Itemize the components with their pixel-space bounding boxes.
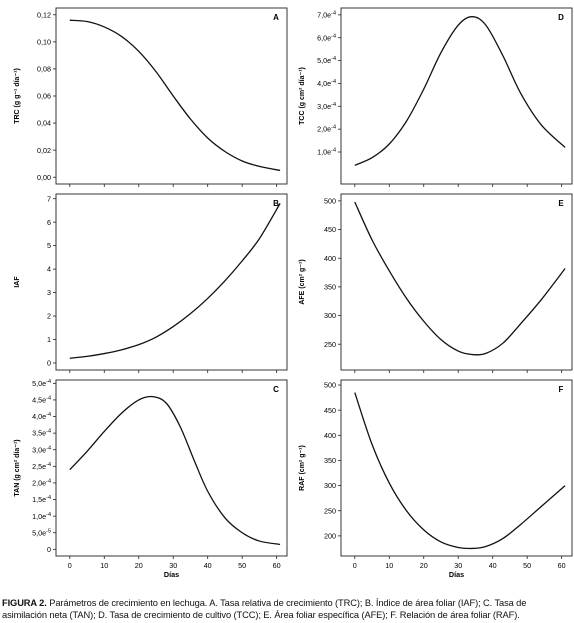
y-tick-label: 7 bbox=[47, 194, 51, 203]
figure-caption: FIGURA 2. Parámetros de crecimiento en l… bbox=[2, 597, 572, 621]
y-tick-label: 1,5e-4 bbox=[32, 495, 51, 504]
y-axis-label: TCC (g cm² día⁻¹) bbox=[299, 67, 306, 125]
y-tick-label: 450 bbox=[324, 406, 336, 415]
x-tick-label: 0 bbox=[68, 561, 72, 570]
y-tick-label: 350 bbox=[324, 282, 336, 291]
y-tick-label: 200 bbox=[324, 531, 336, 540]
series-line bbox=[69, 395, 281, 546]
x-tick-label: 60 bbox=[558, 561, 566, 570]
y-tick-label: 0,00 bbox=[37, 173, 51, 182]
y-tick-label: 7,0e-4 bbox=[317, 10, 336, 19]
y-tick-label: 6,0e-4 bbox=[317, 33, 336, 42]
figure: A 0,00 0,02 0,04 0,06 0,08 0,10 0,12 TRC (g g⁻¹ … bbox=[14, 7, 573, 579]
y-tick-label: 6 bbox=[47, 218, 51, 227]
panel-D: D 1,0e-4 2,0e-4 3,0e-4 4,0e-4 5,0e-4 6,0e-4 7,0… bbox=[299, 7, 573, 187]
panel-frame bbox=[55, 193, 288, 371]
x-tick-label: 60 bbox=[273, 561, 281, 570]
y-tick-label: 2 bbox=[47, 312, 51, 321]
y-tick-label: 250 bbox=[324, 506, 336, 515]
panel-letter: D bbox=[558, 13, 564, 22]
y-tick-label: 0,06 bbox=[37, 92, 51, 101]
y-axis-label: RAF (cm² g⁻¹) bbox=[299, 445, 306, 491]
x-axis-label: Días bbox=[449, 570, 464, 579]
series-line bbox=[69, 203, 281, 359]
y-tick-label: 0 bbox=[47, 545, 51, 554]
y-tick-label: 4 bbox=[47, 265, 51, 274]
panel-letter: B bbox=[273, 199, 279, 208]
y-tick-label: 0,04 bbox=[37, 119, 51, 128]
y-tick-label: 250 bbox=[324, 340, 336, 349]
y-tick-label: 4,0e-4 bbox=[32, 412, 51, 421]
y-tick-label: 4,0e-4 bbox=[317, 79, 336, 88]
y-tick-label: 3,5e-4 bbox=[32, 429, 51, 438]
y-tick-label: 2,0e-4 bbox=[317, 125, 336, 134]
y-tick-label: 500 bbox=[324, 196, 336, 205]
panel-letter: C bbox=[273, 385, 279, 394]
panel-frame bbox=[340, 193, 573, 371]
y-tick-label: 4,5e-4 bbox=[32, 396, 51, 405]
panel-F: F 200 250 300 350 400 450 500 0 10 20 30 40 50 60 RAF (… bbox=[299, 379, 573, 579]
panel-C: C 0 5,0e-5 1,0e-4 1,5e-4 2,0e-4 2,5e-4 3,0e-4 3,… bbox=[14, 379, 288, 579]
x-tick-label: 40 bbox=[204, 561, 212, 570]
y-tick-label: 0 bbox=[47, 359, 51, 368]
panel-frame bbox=[55, 7, 288, 185]
series-line bbox=[354, 201, 566, 356]
y-tick-label: 1,0e-4 bbox=[32, 512, 51, 521]
x-tick-label: 10 bbox=[100, 561, 108, 570]
x-tick-label: 20 bbox=[135, 561, 143, 570]
x-tick-label: 30 bbox=[169, 561, 177, 570]
x-tick-label: 20 bbox=[420, 561, 428, 570]
panel-frame bbox=[55, 379, 288, 557]
y-tick-label: 500 bbox=[324, 381, 336, 390]
x-tick-label: 50 bbox=[238, 561, 246, 570]
panel-letter: F bbox=[559, 385, 564, 394]
panel-letter: A bbox=[273, 13, 279, 22]
y-tick-label: 0,12 bbox=[37, 10, 51, 19]
panel-A: A 0,00 0,02 0,04 0,06 0,08 0,10 0,12 TRC (g g⁻¹ … bbox=[14, 7, 288, 187]
x-tick-label: 40 bbox=[489, 561, 497, 570]
y-tick-label: 300 bbox=[324, 481, 336, 490]
y-tick-label: 5,0e-5 bbox=[32, 528, 51, 537]
panel-B: B 0 1 2 3 4 5 6 7 IAF bbox=[14, 193, 288, 373]
x-tick-label: 50 bbox=[523, 561, 531, 570]
panel-letter: E bbox=[558, 199, 564, 208]
y-tick-label: 2,0e-4 bbox=[32, 479, 51, 488]
y-tick-label: 5 bbox=[47, 241, 51, 250]
y-tick-label: 400 bbox=[324, 254, 336, 263]
x-tick-label: 10 bbox=[385, 561, 393, 570]
y-tick-label: 400 bbox=[324, 431, 336, 440]
y-tick-label: 450 bbox=[324, 225, 336, 234]
series-line bbox=[354, 16, 566, 166]
y-axis-label: TRC (g g⁻¹ día⁻¹) bbox=[14, 68, 21, 124]
series-line bbox=[69, 19, 281, 172]
y-tick-label: 350 bbox=[324, 456, 336, 465]
y-tick-label: 1,0e-4 bbox=[317, 148, 336, 157]
chart-canvas: A 0,00 0,02 0,04 0,06 0,08 0,10 0,12 TRC (g g⁻¹ … bbox=[14, 7, 573, 579]
y-axis-label: TAN (g cm² día⁻¹) bbox=[14, 439, 21, 496]
panel-frame bbox=[340, 7, 573, 185]
series-line bbox=[354, 392, 566, 550]
y-tick-label: 5,0e-4 bbox=[317, 56, 336, 65]
y-tick-label: 3,0e-4 bbox=[32, 445, 51, 454]
y-tick-label: 2,5e-4 bbox=[32, 462, 51, 471]
y-axis-label: AFE (cm² g⁻¹) bbox=[299, 259, 306, 304]
y-tick-label: 0,10 bbox=[37, 37, 51, 46]
panel-frame bbox=[340, 379, 573, 557]
y-tick-label: 3 bbox=[47, 288, 51, 297]
y-axis-label: IAF bbox=[14, 276, 21, 288]
y-tick-label: 5,0e-4 bbox=[32, 379, 51, 388]
x-tick-label: 30 bbox=[454, 561, 462, 570]
x-tick-label: 0 bbox=[353, 561, 357, 570]
y-tick-label: 0,02 bbox=[37, 146, 51, 155]
y-tick-label: 1 bbox=[47, 335, 51, 344]
y-tick-label: 3,0e-4 bbox=[317, 102, 336, 111]
panel-E: E 250 300 350 400 450 500 AFE (cm² g⁻¹) bbox=[299, 193, 573, 373]
caption-text: Parámetros de crecimiento en lechuga. A.… bbox=[2, 598, 527, 620]
y-tick-label: 0,08 bbox=[37, 65, 51, 74]
x-axis-label: Días bbox=[164, 570, 179, 579]
y-tick-label: 300 bbox=[324, 311, 336, 320]
caption-label: FIGURA 2. bbox=[2, 598, 47, 608]
